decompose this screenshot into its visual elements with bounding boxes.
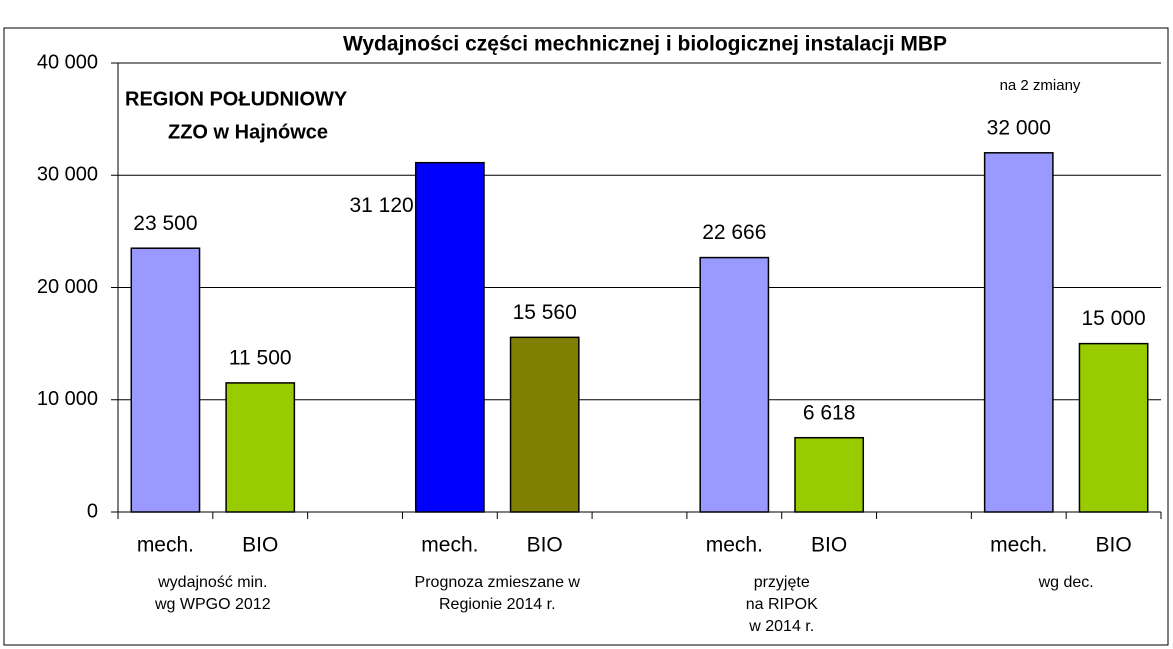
x-tick-label: BIO: [811, 534, 847, 557]
data-label: 31 120: [349, 194, 413, 217]
bar: [225, 382, 296, 513]
group-label: w 2014 r.: [748, 618, 814, 635]
bar: [983, 152, 1054, 513]
bar: [130, 247, 201, 513]
group-label: przyjęte: [754, 574, 810, 591]
bar: [794, 436, 865, 513]
chart-title: Wydajności części mechnicznej i biologic…: [343, 33, 947, 56]
bar: [1078, 342, 1149, 513]
x-tick-label: mech.: [990, 534, 1047, 557]
bar: [699, 256, 770, 513]
annotation: ZZO w Hajnówce: [168, 121, 328, 143]
x-tick-label: mech.: [706, 534, 763, 557]
data-label: 11 500: [229, 346, 292, 369]
x-tick-label: BIO: [242, 534, 278, 557]
group-label: wg dec.: [1038, 574, 1094, 591]
data-label: 32 000: [987, 116, 1051, 139]
x-tick-label: mech.: [137, 534, 194, 557]
group-label: Regionie 2014 r.: [439, 596, 556, 613]
bar: [414, 161, 485, 513]
group-label: wg WPGO 2012: [154, 596, 271, 613]
y-tick-label: 10 000: [37, 388, 98, 410]
x-tick-label: BIO: [527, 534, 563, 557]
y-tick-label: 20 000: [37, 276, 98, 298]
bar: [509, 336, 580, 513]
group-label: Prognoza zmieszane w: [415, 574, 581, 591]
data-label: 23 500: [133, 212, 197, 235]
x-tick-label: BIO: [1095, 534, 1131, 557]
data-label: 15 560: [513, 301, 577, 324]
data-label: 6 618: [803, 401, 856, 424]
y-tick-label: 30 000: [37, 164, 98, 186]
group-label: wydajność min.: [157, 574, 267, 591]
y-tick-label: 0: [87, 500, 98, 522]
annotation: na 2 zmiany: [1000, 77, 1081, 94]
data-label: 22 666: [702, 221, 766, 244]
x-tick-label: mech.: [421, 534, 478, 557]
y-tick-label: 40 000: [37, 51, 98, 73]
group-label: na RIPOK: [746, 596, 818, 613]
data-label: 15 000: [1081, 307, 1145, 330]
chart-border: [3, 27, 1169, 646]
annotation: REGION POŁUDNIOWY: [125, 88, 348, 110]
